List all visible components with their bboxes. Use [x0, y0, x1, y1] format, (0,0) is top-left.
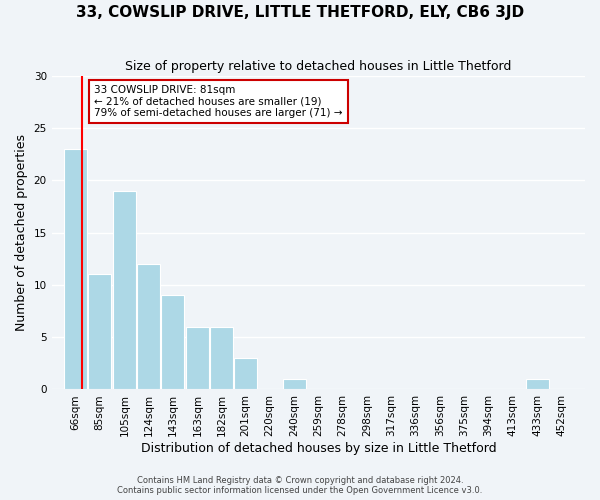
Bar: [526, 379, 549, 390]
X-axis label: Distribution of detached houses by size in Little Thetford: Distribution of detached houses by size …: [140, 442, 496, 455]
Bar: [113, 190, 136, 390]
Bar: [137, 264, 160, 390]
Bar: [210, 326, 233, 390]
Y-axis label: Number of detached properties: Number of detached properties: [15, 134, 28, 331]
Bar: [161, 296, 184, 390]
Text: 33 COWSLIP DRIVE: 81sqm
← 21% of detached houses are smaller (19)
79% of semi-de: 33 COWSLIP DRIVE: 81sqm ← 21% of detache…: [94, 85, 343, 118]
Bar: [88, 274, 111, 390]
Bar: [64, 149, 87, 390]
Bar: [186, 326, 209, 390]
Text: 33, COWSLIP DRIVE, LITTLE THETFORD, ELY, CB6 3JD: 33, COWSLIP DRIVE, LITTLE THETFORD, ELY,…: [76, 5, 524, 20]
Bar: [234, 358, 257, 390]
Title: Size of property relative to detached houses in Little Thetford: Size of property relative to detached ho…: [125, 60, 512, 73]
Bar: [283, 379, 306, 390]
Text: Contains HM Land Registry data © Crown copyright and database right 2024.
Contai: Contains HM Land Registry data © Crown c…: [118, 476, 482, 495]
